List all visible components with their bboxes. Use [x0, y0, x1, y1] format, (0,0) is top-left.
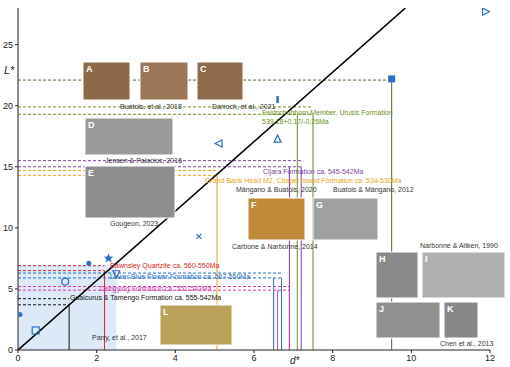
- svg-text:Carbone & Narbonne, 2014: Carbone & Narbonne, 2014: [232, 243, 318, 250]
- svg-text:Guaicurus & Tamengo Formation: Guaicurus & Tamengo Formation ca. 555-54…: [70, 294, 221, 302]
- svg-text:Narbonne & Aitken, 1990: Narbonne & Aitken, 1990: [420, 242, 498, 249]
- svg-text:I: I: [425, 254, 428, 264]
- svg-text:5: 5: [8, 284, 13, 294]
- svg-text:15: 15: [3, 162, 13, 172]
- svg-text:A: A: [86, 64, 93, 74]
- svg-text:0: 0: [15, 353, 20, 363]
- svg-text:d*: d*: [290, 355, 301, 366]
- svg-text:8: 8: [330, 353, 335, 363]
- svg-text:C: C: [200, 64, 207, 74]
- svg-text:4: 4: [173, 353, 178, 363]
- svg-text:6: 6: [251, 353, 256, 363]
- svg-text:H: H: [379, 254, 386, 264]
- svg-text:Dengying Formation ca. 551-543: Dengying Formation ca. 551-543Ma: [100, 285, 212, 293]
- svg-text:B: B: [143, 64, 150, 74]
- svg-text:G: G: [316, 200, 323, 210]
- svg-text:Mángano & Buatois, 2020: Mángano & Buatois, 2020: [236, 186, 317, 194]
- svg-text:Chen et al., 2013: Chen et al., 2013: [440, 340, 493, 347]
- svg-text:Jensen & Palacios, 2016: Jensen & Palacios, 2016: [105, 157, 182, 164]
- svg-text:20: 20: [3, 101, 13, 111]
- svg-text:Feldschuhhorn Member, Urusis F: Feldschuhhorn Member, Urusis Formation53…: [262, 109, 393, 125]
- svg-text:10: 10: [406, 353, 416, 363]
- svg-text:K: K: [447, 304, 454, 314]
- svg-text:0: 0: [8, 345, 13, 355]
- svg-text:L: L: [163, 307, 169, 317]
- svg-text:25: 25: [3, 40, 13, 50]
- svg-text:2: 2: [94, 353, 99, 363]
- svg-text:J: J: [379, 304, 384, 314]
- svg-text:10: 10: [3, 223, 13, 233]
- svg-text:D: D: [88, 120, 95, 130]
- svg-text:Darroch, et al., 2021: Darroch, et al., 2021: [212, 103, 276, 110]
- svg-text:Lower Blue Flower Formation ca: Lower Blue Flower Formation ca. 567-550M…: [110, 273, 250, 280]
- svg-text:Cijara Formation ca. 545-542Ma: Cijara Formation ca. 545-542Ma: [263, 168, 363, 176]
- svg-text:Gougeon, 2023: Gougeon, 2023: [110, 220, 158, 228]
- svg-text:E: E: [88, 168, 94, 178]
- svg-text:Grand Bank Head M2, Chapel Isl: Grand Bank Head M2, Chapel Island Format…: [205, 177, 402, 185]
- svg-text:F: F: [251, 200, 257, 210]
- svg-text:Buatois & Mángano, 2012: Buatois & Mángano, 2012: [333, 186, 414, 194]
- svg-text:12: 12: [485, 353, 495, 363]
- svg-text:Parry, et al., 2017: Parry, et al., 2017: [92, 334, 147, 342]
- svg-text:L*: L*: [4, 64, 15, 76]
- svg-text:Buatois, et al., 2018: Buatois, et al., 2018: [120, 103, 182, 110]
- svg-text:Rawnsley Quartzite ca. 560-550: Rawnsley Quartzite ca. 560-550Ma: [110, 262, 219, 270]
